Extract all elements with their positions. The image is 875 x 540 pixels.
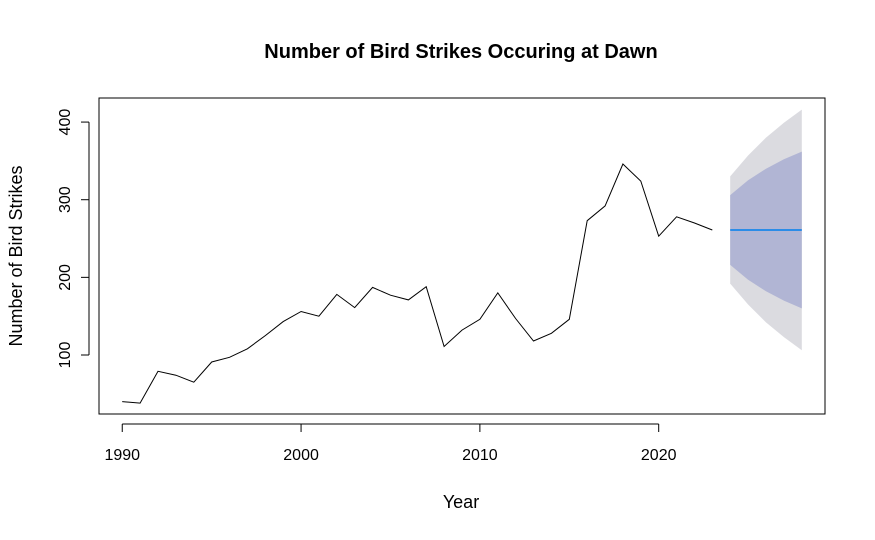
chart-title: Number of Bird Strikes Occuring at Dawn — [264, 41, 657, 63]
x-axis: 1990 2000 2010 2020 — [104, 423, 677, 464]
y-tick-label: 300 — [57, 186, 74, 213]
y-tick-label: 400 — [57, 109, 74, 136]
y-tick-label: 100 — [57, 342, 74, 369]
series-line-0 — [122, 163, 713, 404]
plot-frame — [98, 97, 826, 415]
y-tick-label: 200 — [57, 264, 74, 291]
plot-layer — [122, 109, 802, 404]
y-axis: 100 200 300 400 — [57, 109, 90, 369]
y-axis-label: Number of Bird Strikes — [6, 165, 26, 346]
x-tick-label: 1990 — [104, 447, 140, 464]
x-axis-label: Year — [443, 492, 479, 512]
x-tick-label: 2010 — [462, 447, 498, 464]
x-tick-label: 2000 — [283, 447, 319, 464]
x-tick-label: 2020 — [641, 447, 677, 464]
